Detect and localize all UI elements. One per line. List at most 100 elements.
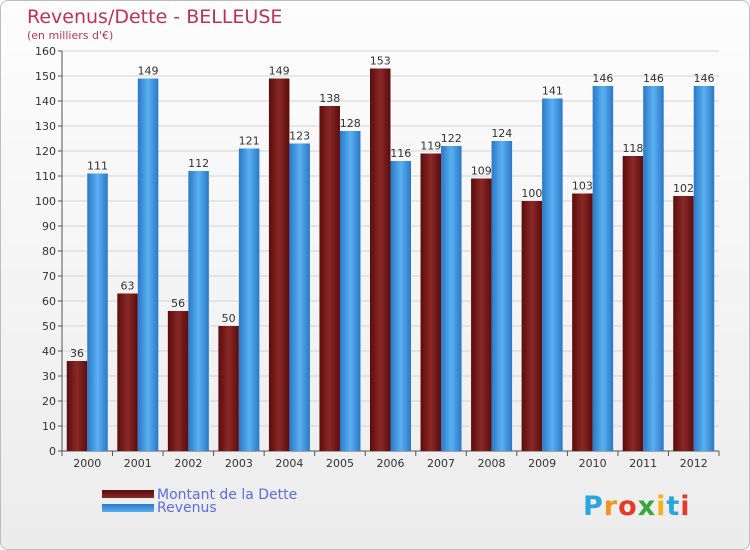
data-label-revenus: 111 [87, 160, 108, 173]
bar-revenus [693, 86, 715, 451]
x-tick-label: 2008 [478, 457, 506, 470]
y-tick-label: 120 [35, 145, 56, 158]
data-label-dette: 50 [222, 312, 236, 325]
bar-revenus [339, 131, 361, 451]
data-label-revenus: 112 [188, 157, 209, 170]
legend-swatch-dette [102, 490, 154, 498]
x-tick-label: 2004 [275, 457, 303, 470]
data-label-revenus: 123 [289, 130, 310, 143]
bar-revenus [188, 171, 209, 451]
logo-letter: x [637, 491, 657, 522]
x-tick-label: 2010 [579, 457, 607, 470]
bar-revenus [592, 86, 614, 451]
data-label-revenus: 116 [390, 147, 411, 160]
logo-letter: r [603, 491, 619, 522]
data-label-dette: 100 [521, 187, 542, 200]
bar-dette [370, 68, 391, 451]
bar-revenus [491, 141, 513, 451]
y-tick-label: 140 [35, 95, 56, 108]
bar-revenus [542, 98, 563, 451]
bar-revenus [238, 148, 260, 451]
data-label-dette: 118 [622, 142, 643, 155]
data-label-dette: 109 [471, 165, 492, 178]
data-label-dette: 36 [70, 347, 84, 360]
bar-revenus [390, 161, 411, 451]
bar-dette [319, 106, 340, 451]
data-label-dette: 56 [171, 297, 185, 310]
chart-subtitle: (en milliers d'€) [27, 29, 114, 42]
x-tick-label: 2011 [629, 457, 657, 470]
bar-revenus [87, 173, 108, 451]
y-tick-label: 70 [42, 270, 56, 283]
bars [66, 68, 715, 451]
x-tick-label: 2012 [680, 457, 708, 470]
y-tick-label: 100 [35, 195, 56, 208]
y-tick-label: 10 [42, 420, 56, 433]
logo-letter: i [656, 491, 667, 522]
chart-title: Revenus/Dette - BELLEUSE [27, 6, 283, 28]
legend-label-revenus: Revenus [157, 500, 217, 516]
x-tick-label: 2007 [427, 457, 455, 470]
y-tick-label: 80 [42, 245, 56, 258]
axes: 0 10 20 30 40 50 60 70 80 90 100 110 120 130 140 150 160… [35, 45, 720, 470]
bar-dette [420, 153, 442, 451]
y-tick-label: 150 [35, 70, 56, 83]
bar-dette [167, 311, 189, 451]
data-label-revenus: 122 [441, 132, 462, 145]
data-label-revenus: 146 [693, 72, 714, 85]
bar-dette [218, 326, 239, 451]
data-label-revenus: 121 [239, 135, 260, 148]
x-tick-label: 2000 [73, 457, 101, 470]
y-tick-label: 30 [42, 370, 56, 383]
y-tick-label: 130 [35, 120, 56, 133]
y-tick-label: 40 [42, 345, 56, 358]
data-label-revenus: 141 [542, 85, 563, 98]
bar-dette [117, 293, 138, 451]
logo-letter: i [680, 491, 691, 522]
bar-dette [521, 201, 543, 451]
x-tick-label: 2005 [326, 457, 354, 470]
data-label-dette: 103 [572, 180, 593, 193]
data-label-dette: 119 [420, 140, 441, 153]
x-tick-label: 2002 [174, 457, 202, 470]
logo-letter: P [583, 491, 604, 522]
data-label-revenus: 128 [340, 117, 361, 130]
legend-label-dette: Montant de la Dette [157, 487, 298, 503]
data-label-revenus: 146 [592, 72, 613, 85]
x-tick-label: 2006 [377, 457, 405, 470]
data-label-revenus: 149 [138, 65, 159, 78]
bar-revenus [643, 86, 664, 451]
data-label-dette: 63 [121, 280, 135, 293]
data-label-dette: 153 [370, 55, 391, 68]
data-label-dette: 138 [319, 92, 340, 105]
logo-letter: o [618, 491, 638, 522]
data-label-revenus: 124 [491, 127, 512, 140]
y-tick-label: 160 [35, 45, 56, 58]
bar-dette [572, 193, 593, 451]
data-label-revenus: 146 [643, 72, 664, 85]
data-label-dette: 149 [269, 65, 290, 78]
y-tick-label: 110 [35, 170, 56, 183]
bar-revenus [137, 78, 159, 451]
bar-dette [471, 178, 492, 451]
x-tick-label: 2009 [528, 457, 556, 470]
bar-dette [268, 78, 290, 451]
bar-dette [66, 361, 88, 451]
x-tick-label: 2003 [225, 457, 253, 470]
bar-dette [622, 156, 644, 451]
x-tick-label: 2001 [124, 457, 152, 470]
y-tick-label: 60 [42, 295, 56, 308]
proxiti-logo: Proxiti [583, 491, 691, 522]
legend-swatch-revenus [102, 504, 154, 512]
logo-letter: t [666, 491, 681, 522]
bar-revenus [289, 143, 310, 451]
y-tick-label: 50 [42, 320, 56, 333]
y-tick-label: 20 [42, 395, 56, 408]
bar-dette [673, 196, 694, 451]
y-tick-label: 90 [42, 220, 56, 233]
data-label-dette: 102 [673, 182, 694, 195]
y-tick-label: 0 [49, 445, 56, 458]
